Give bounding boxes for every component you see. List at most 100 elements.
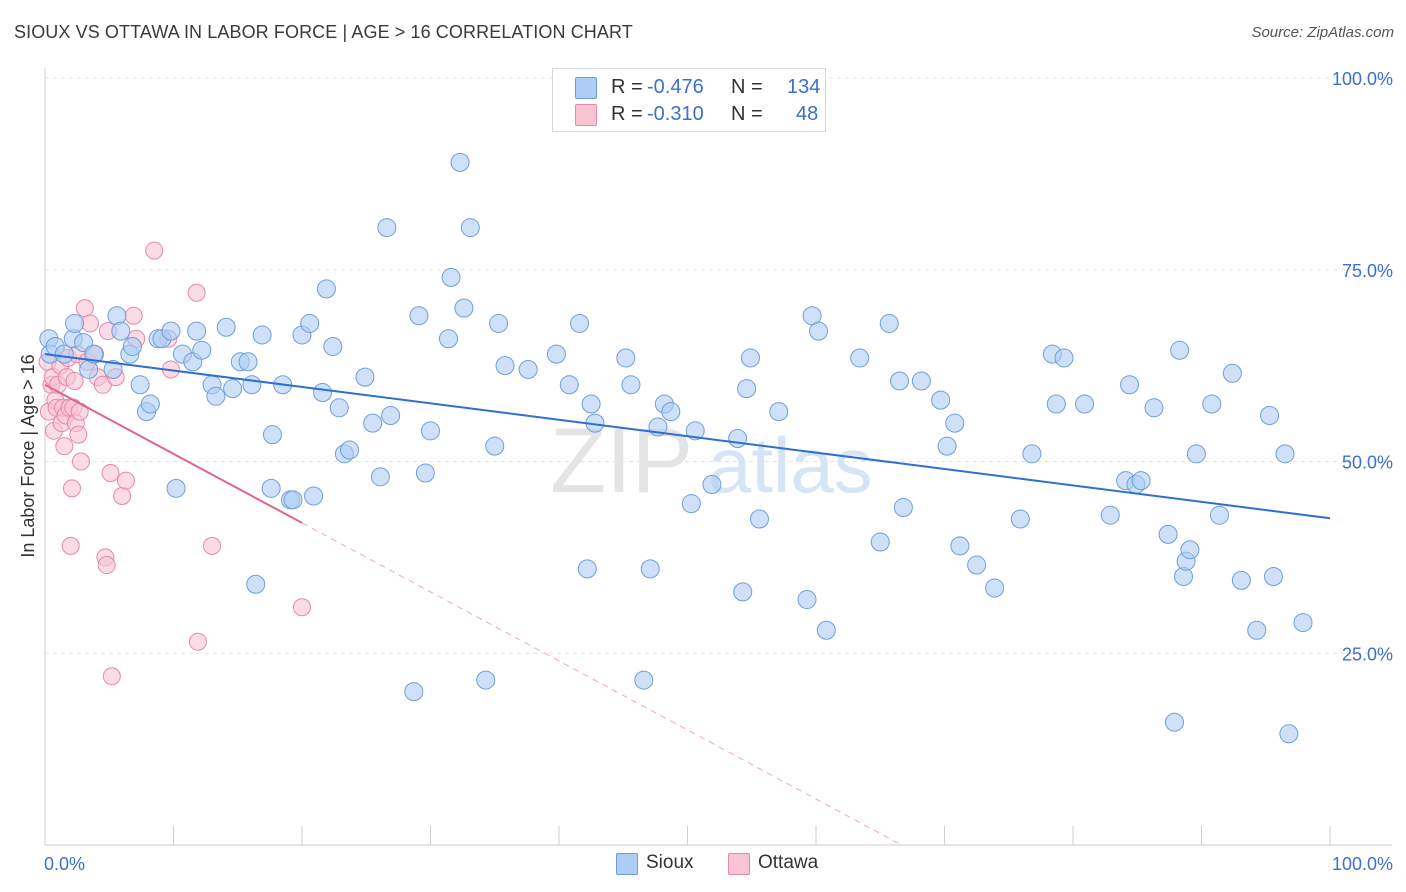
ottawa-swatch (728, 853, 750, 875)
sioux-point (485, 436, 505, 456)
sioux-swatch (616, 853, 638, 875)
sioux-point (1279, 724, 1299, 744)
sioux-point (216, 317, 236, 337)
sioux-point (702, 475, 722, 495)
sioux-point (1075, 394, 1095, 414)
x-ticks (173, 826, 1331, 845)
sioux-point (1170, 340, 1190, 360)
sioux-point (816, 620, 836, 640)
n-label: N = (731, 103, 763, 125)
legend-label: Ottawa (758, 852, 819, 873)
r-label: R = (611, 103, 643, 125)
sioux-point (518, 359, 538, 379)
sioux-point (879, 313, 899, 333)
sioux-point (262, 425, 282, 445)
sioux-point (740, 348, 760, 368)
sioux-point (261, 478, 281, 498)
n-label: N = (731, 76, 763, 98)
sioux-point (206, 386, 226, 406)
sioux-point (1222, 363, 1242, 383)
sioux-point (300, 313, 320, 333)
legend-label: Sioux (646, 852, 694, 873)
ottawa-point (113, 487, 132, 506)
sioux-point (1158, 524, 1178, 544)
x-tick-label-max: 100.0% (1332, 854, 1393, 874)
r-label: R = (611, 76, 643, 98)
sioux-point (546, 344, 566, 364)
sioux-point (441, 267, 461, 287)
sioux-point (130, 375, 150, 395)
y-tick-label: 100.0% (1332, 69, 1393, 89)
ottawa-trend-line (44, 383, 303, 524)
sioux-point (890, 371, 910, 391)
ottawa-point (124, 306, 143, 325)
sioux-point (438, 329, 458, 349)
sioux-point (728, 428, 748, 448)
y-tick-label: 25.0% (1342, 644, 1393, 664)
sioux-point (634, 670, 654, 690)
sioux-point (377, 218, 397, 238)
sioux-point (252, 325, 272, 345)
sioux-point (329, 398, 349, 418)
axes (44, 68, 1392, 846)
ottawa-point (188, 632, 207, 651)
n-value: 134 (787, 76, 821, 98)
sioux-point (187, 321, 207, 341)
sioux-point (111, 321, 131, 341)
sioux-point (733, 582, 753, 602)
sioux-point (1054, 348, 1074, 368)
trend-lines (44, 353, 1331, 846)
sioux-point (1120, 375, 1140, 395)
sioux-point (769, 402, 789, 422)
sioux-point (950, 536, 970, 556)
grid-lines (45, 77, 1392, 654)
sioux-point (323, 336, 343, 356)
sioux-point (238, 352, 258, 372)
sioux-point (967, 555, 987, 575)
sioux-point (192, 340, 212, 360)
sioux-swatch (575, 77, 597, 99)
sioux-points (39, 152, 1313, 744)
sioux-point (945, 413, 965, 433)
sioux-point (1022, 444, 1042, 464)
sioux-point (870, 532, 890, 552)
sioux-point (122, 336, 142, 356)
sioux-point (1131, 471, 1151, 491)
sioux-point (450, 152, 470, 172)
sioux-point (1209, 505, 1229, 525)
sioux-point (381, 405, 401, 425)
sioux-point (454, 298, 474, 318)
sioux-point (415, 463, 435, 483)
sioux-point (409, 306, 429, 326)
ottawa-point (71, 452, 90, 471)
y-tick-label: 50.0% (1342, 453, 1393, 473)
sioux-point (1275, 444, 1295, 464)
ottawa-point (145, 241, 164, 260)
ottawa-point (293, 598, 311, 617)
chart-title: SIOUX VS OTTAWA IN LABOR FORCE | AGE > 1… (14, 22, 633, 42)
ottawa-point (55, 437, 74, 456)
sioux-point (84, 344, 104, 364)
sioux-point (355, 367, 375, 387)
sioux-point (304, 486, 324, 506)
sioux-point (1186, 444, 1206, 464)
sioux-point (489, 313, 509, 333)
sioux-point (850, 348, 870, 368)
sioux-point (1231, 570, 1251, 590)
watermark-zip: ZIP (550, 410, 693, 512)
sioux-point (161, 321, 181, 341)
sioux-point (1293, 613, 1313, 633)
sioux-point (1165, 712, 1185, 732)
sioux-point (931, 390, 951, 410)
sioux-point (495, 356, 515, 376)
sioux-point (621, 375, 641, 395)
sioux-point (616, 348, 636, 368)
ottawa-point (102, 667, 121, 686)
ottawa-point (101, 464, 120, 483)
sioux-trend-line (44, 353, 1331, 520)
sioux-point (140, 394, 160, 414)
sioux-point (685, 421, 705, 441)
sioux-point (1180, 540, 1200, 560)
n-value: 48 (796, 103, 819, 125)
sioux-point (985, 578, 1005, 598)
